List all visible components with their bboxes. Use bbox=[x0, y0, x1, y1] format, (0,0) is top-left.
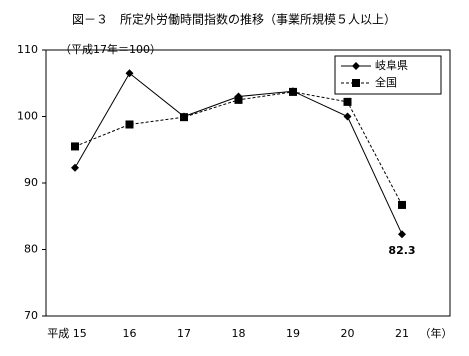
y-tick-label: 110 bbox=[17, 43, 38, 56]
series-line bbox=[74, 91, 403, 206]
legend-marker bbox=[352, 62, 360, 70]
y-tick-label: 80 bbox=[24, 243, 38, 256]
y-tick-label: 100 bbox=[17, 110, 38, 123]
x-tick-label: 平成 15 bbox=[47, 327, 87, 340]
chart-title: 図－３ 所定外労働時間指数の推移（事業所規模５人以上） bbox=[72, 12, 396, 27]
point bbox=[398, 230, 406, 239]
point bbox=[343, 112, 352, 121]
point bbox=[398, 200, 406, 209]
y-tick-label: 70 bbox=[24, 309, 38, 322]
x-tick-label: 21 bbox=[395, 327, 409, 340]
legend-label: 全国 bbox=[375, 75, 397, 89]
point bbox=[180, 113, 188, 122]
x-tick-label: 19 bbox=[286, 327, 300, 340]
legend-label: 岐阜県 bbox=[375, 59, 408, 72]
x-tick-label: 18 bbox=[232, 327, 246, 340]
point bbox=[125, 120, 134, 129]
x-tick-label: 17 bbox=[177, 327, 191, 340]
y-tick-label: 90 bbox=[24, 176, 38, 189]
data-label: 82.3 bbox=[388, 244, 415, 257]
legend-marker bbox=[352, 79, 360, 87]
x-tick-label: 20 bbox=[341, 327, 355, 340]
point bbox=[125, 69, 134, 78]
point bbox=[343, 97, 352, 106]
chart-subtitle: （平成17年＝100） bbox=[60, 42, 161, 56]
x-tick-label: 16 bbox=[123, 327, 137, 340]
x-axis-label: （年） bbox=[420, 326, 453, 340]
point bbox=[71, 163, 79, 172]
point bbox=[71, 142, 79, 151]
point bbox=[234, 95, 243, 104]
legend-box bbox=[334, 55, 442, 95]
point bbox=[289, 87, 297, 96]
